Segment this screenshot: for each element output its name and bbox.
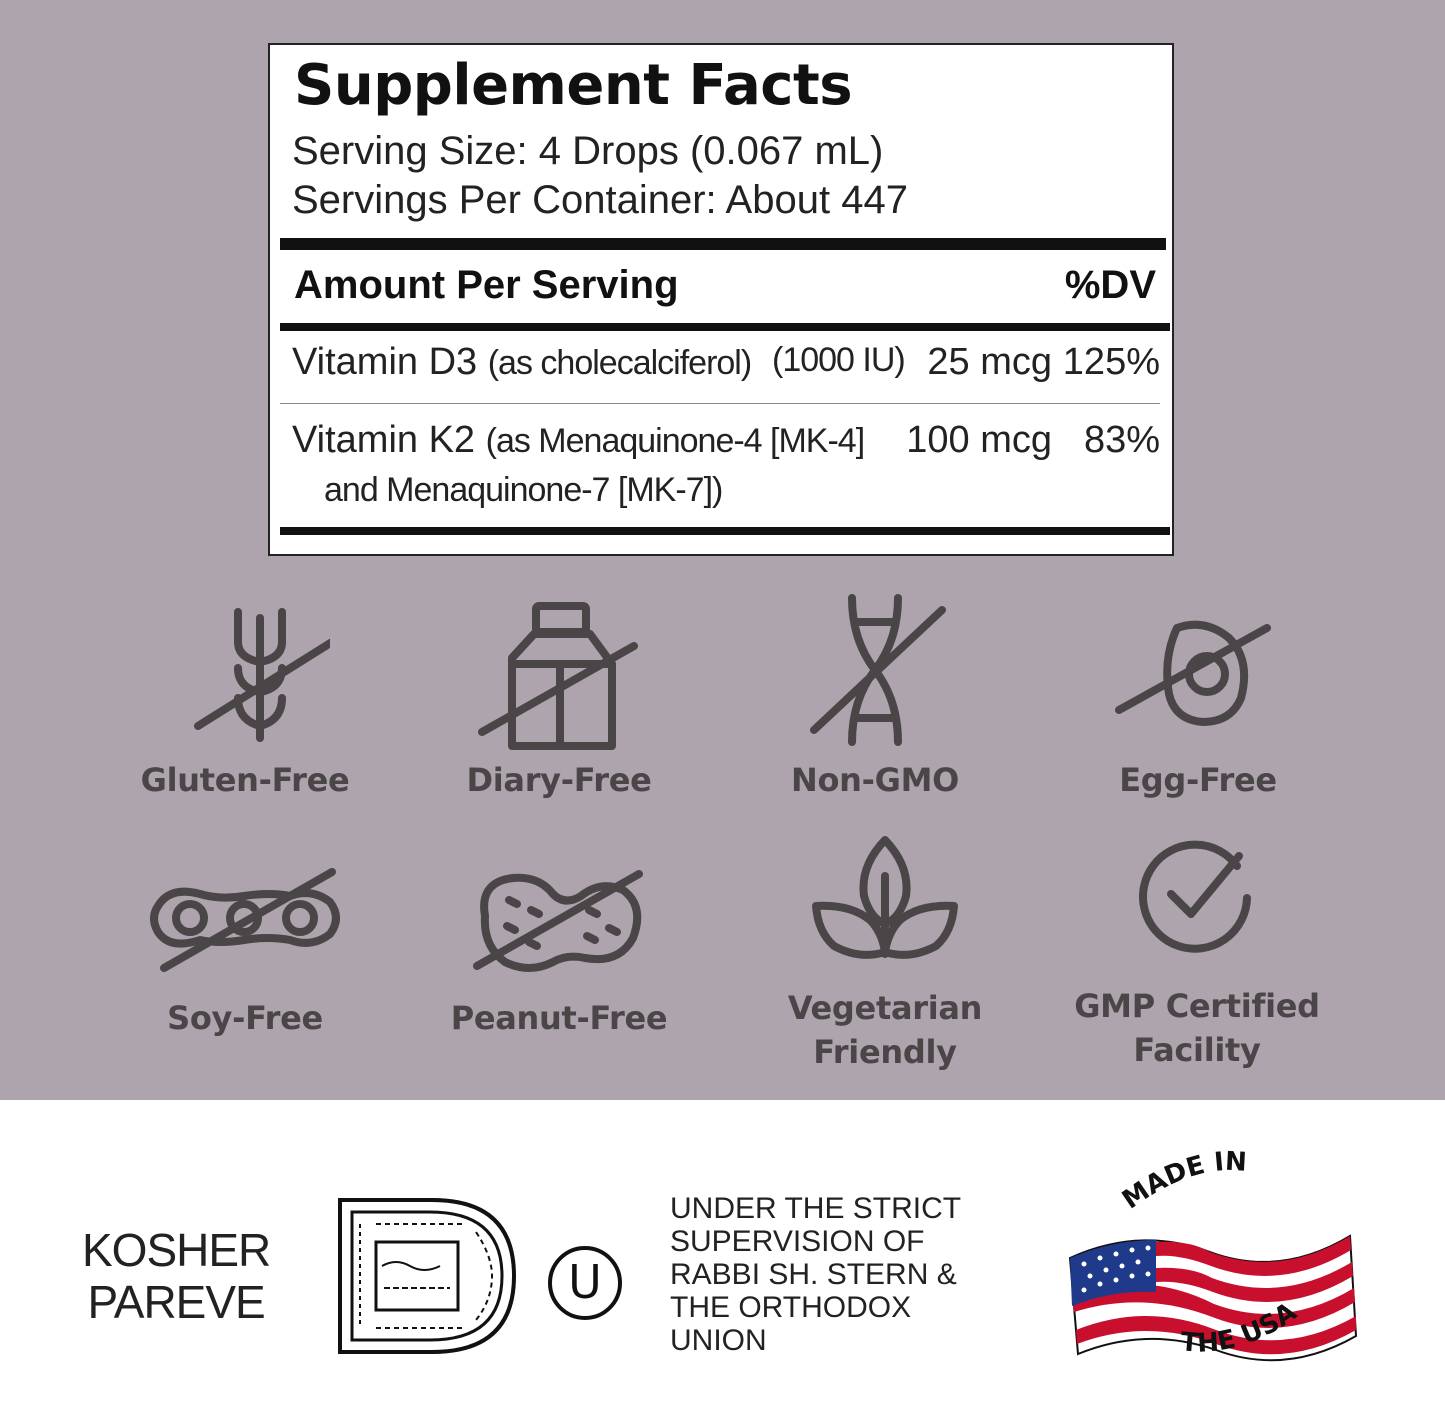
nutrient-source: (as Menaquinone-4 [MK-4] (485, 422, 866, 460)
nutrient-amount: 25 mcg (927, 341, 1052, 383)
supervision-line: SUPERVISION OF (670, 1225, 925, 1258)
made-in-text: MADE IN (1117, 1147, 1248, 1216)
nutrient-dv: 125% (1062, 341, 1160, 383)
supervision-line: RABBI SH. STERN & (670, 1258, 957, 1291)
feature-label: Diary-Free (466, 761, 652, 799)
nutrient-label: Vitamin K2 (292, 419, 476, 461)
check-circle-icon (1139, 840, 1251, 953)
milk-carton-crossed-icon (478, 602, 638, 750)
feature-non-gmo: Non-GMO (750, 590, 1000, 802)
servings-per-container: Servings Per Container: About 447 (292, 178, 908, 222)
divider-thick (280, 238, 1166, 250)
leaf-plant-icon (812, 836, 958, 959)
kosher-pareve-label: KOSHER PAREVE (82, 1224, 271, 1328)
feature-label: Vegetarian Friendly (760, 986, 1010, 1074)
ou-symbol-icon: U (548, 1246, 622, 1320)
feature-gmp-certified: GMP Certified Facility (1072, 836, 1322, 1072)
ou-letter: U (568, 1255, 602, 1309)
feature-label: GMP Certified Facility (1072, 984, 1322, 1072)
nutrient-iu: (1000 IU) (772, 341, 906, 379)
feature-label: Gluten-Free (140, 761, 350, 799)
serving-size: Serving Size: 4 Drops (0.067 mL) (292, 129, 884, 173)
made-in-usa-badge: MADE IN THE USA (1068, 1147, 1358, 1362)
feature-gluten-free: Gluten-Free (120, 598, 370, 802)
supervision-line: THE ORTHODOX (670, 1291, 912, 1324)
nutrient-source: (as cholecalciferol) (487, 344, 752, 382)
wheat-crossed-icon (194, 608, 330, 742)
kosher-line: PAREVE (87, 1276, 266, 1328)
nutrient-row-vitamin-k2: Vitamin K2 (as Menaquinone-4 [MK-4] 100 … (270, 419, 1176, 529)
peanut-crossed-icon (473, 870, 643, 972)
nutrient-amount: 100 mcg (906, 419, 1052, 461)
feature-egg-free: Egg-Free (1073, 598, 1323, 802)
dv-header: %DV (1064, 263, 1156, 307)
kosher-line: KOSHER (82, 1224, 271, 1276)
supplement-facts-title: Supplement Facts (294, 53, 853, 118)
nutrient-name: Vitamin D3 (as cholecalciferol) (292, 341, 752, 384)
divider-thin (280, 403, 1160, 404)
nutrient-row-vitamin-d3: Vitamin D3 (as cholecalciferol) (1000 IU… (270, 341, 1176, 401)
feature-label: Egg-Free (1119, 761, 1277, 799)
egg-crossed-icon (1115, 620, 1271, 726)
feature-label: Non-GMO (790, 761, 960, 799)
supplement-facts-panel: Supplement Facts Serving Size: 4 Drops (… (268, 43, 1174, 556)
feature-peanut-free: Peanut-Free (434, 866, 684, 1040)
feature-label-line: Vegetarian (787, 989, 983, 1027)
feature-dairy-free: Diary-Free (434, 598, 684, 802)
feature-label-line: Friendly (813, 1033, 957, 1071)
amount-per-serving-header: Amount Per Serving (294, 263, 679, 307)
supervision-line: UNION (670, 1324, 767, 1357)
us-flag-icon (1068, 1234, 1358, 1362)
nutrient-name: Vitamin K2 (as Menaquinone-4 [MK-4] (292, 419, 866, 462)
feature-label: Peanut-Free (450, 999, 668, 1037)
supervision-text: UNDER THE STRICT SUPERVISION OF RABBI SH… (670, 1192, 1000, 1357)
supervision-line: UNDER THE STRICT (670, 1192, 962, 1225)
nutrient-dv: 83% (1083, 419, 1160, 461)
divider-bottom (280, 527, 1170, 535)
nutrient-label: Vitamin D3 (292, 341, 478, 383)
dna-crossed-icon (810, 594, 946, 746)
nutrient-source-continued: and Menaquinone-7 [MK-7]) (324, 471, 723, 509)
feature-label-line: Facility (1133, 1031, 1261, 1069)
divider-medium (280, 323, 1170, 331)
soybean-crossed-icon (150, 868, 340, 972)
feature-soy-free: Soy-Free (120, 866, 370, 1040)
feature-label-line: GMP Certified (1074, 987, 1320, 1025)
kosher-d-seal-icon (338, 1198, 517, 1354)
feature-vegetarian-friendly: Vegetarian Friendly (760, 836, 1010, 1074)
feature-label: Soy-Free (167, 999, 323, 1037)
